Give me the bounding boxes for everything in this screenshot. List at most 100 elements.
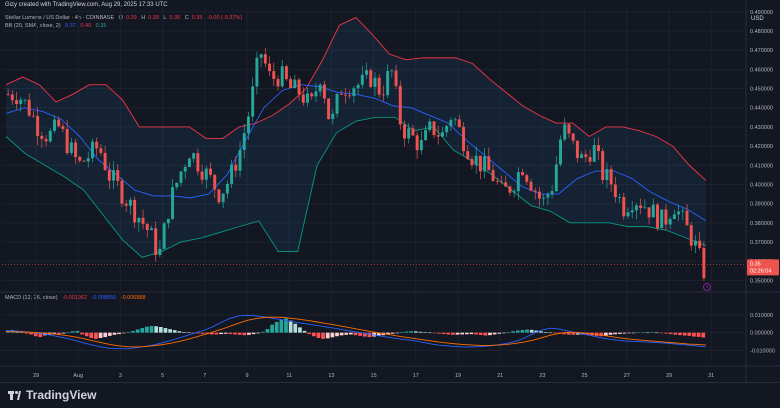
candle-body xyxy=(466,151,470,160)
macd-histogram-bar xyxy=(641,332,645,333)
macd-histogram-bar xyxy=(112,332,117,335)
x-tick-label: 13 xyxy=(328,373,334,379)
macd-histogram-bar xyxy=(506,332,511,333)
macd-histogram-bar xyxy=(223,332,228,334)
candle-body xyxy=(213,174,217,190)
bb-label[interactable]: BB (20, SMA, close, 2) xyxy=(5,23,61,29)
y-tick-label: 0.480000 xyxy=(750,29,773,35)
macd-histogram-bar xyxy=(339,332,344,336)
macd-histogram-bar xyxy=(270,324,274,333)
macd-histogram-bar xyxy=(529,329,534,333)
macd-histogram-bar xyxy=(316,332,321,338)
macd-histogram-bar xyxy=(478,332,483,335)
currency-label: USD xyxy=(751,16,764,22)
y-tick-label: 0.380000 xyxy=(750,221,773,227)
candle-body xyxy=(65,128,69,153)
macd-histogram-bar xyxy=(367,332,372,338)
macd-histogram-bar xyxy=(418,331,423,333)
candle-body xyxy=(103,152,107,170)
x-tick-label: 29 xyxy=(666,373,672,379)
candle-body xyxy=(306,93,309,103)
candle-body xyxy=(567,124,571,134)
candle-body xyxy=(19,99,23,105)
candle-body xyxy=(630,210,634,213)
candle-body xyxy=(542,197,546,199)
candle-body xyxy=(221,193,225,203)
candle-body xyxy=(626,212,630,217)
candle-body xyxy=(268,63,272,72)
macd-histogram-bar xyxy=(214,332,219,335)
candle-body xyxy=(289,79,293,88)
macd-histogram-bar xyxy=(70,331,75,333)
symbol-title[interactable]: Stellar Lumens / US Dollar · 4h · COINBA… xyxy=(5,15,115,21)
macd-histogram-bar xyxy=(543,331,548,333)
tradingview-brand[interactable]: TradingView xyxy=(8,388,96,402)
macd-histogram-bar xyxy=(497,332,502,334)
candle-body xyxy=(263,54,267,64)
candle-body xyxy=(689,225,693,246)
macd-histogram-bar xyxy=(534,330,539,333)
macd-histogram-bar xyxy=(655,332,659,334)
macd-histogram-bar xyxy=(158,326,163,333)
signal-line xyxy=(5,316,707,348)
candle-body xyxy=(436,135,440,137)
macd-histogram-bar xyxy=(237,332,242,335)
macd-histogram-bar xyxy=(172,330,177,333)
macd-histogram-bar xyxy=(117,332,121,335)
candle-body xyxy=(377,77,381,95)
macd-histogram-bar xyxy=(400,332,404,333)
macd-histogram-bar xyxy=(94,332,98,339)
macd-label[interactable]: MACD (12, 26, close) xyxy=(5,295,58,301)
candle-body xyxy=(693,240,697,246)
candle-body xyxy=(352,88,356,97)
candle-body xyxy=(69,142,73,153)
candle-body xyxy=(141,217,145,224)
candle-body xyxy=(462,126,466,152)
open-value: 0.39 xyxy=(125,15,137,21)
macd-histogram-bar xyxy=(483,332,488,336)
candle-body xyxy=(613,184,617,198)
x-tick-label: 31 xyxy=(708,373,714,379)
macd-histogram-bar xyxy=(460,332,465,335)
candle-body xyxy=(6,94,10,96)
y-tick-label: 0.430000 xyxy=(750,125,773,131)
candle-body xyxy=(137,217,141,223)
macd-histogram-bar xyxy=(604,332,608,336)
macd-histogram-bar xyxy=(140,328,145,333)
macd-histogram-bar xyxy=(256,332,261,334)
last-price-badge xyxy=(747,259,779,276)
candle-body xyxy=(209,168,212,175)
macd-histogram-bar xyxy=(571,332,576,335)
x-tick-label: 11 xyxy=(286,373,292,379)
candle-body xyxy=(373,77,377,87)
candle-body xyxy=(381,94,385,96)
candle-body xyxy=(48,130,52,142)
macd-histogram-bar xyxy=(404,331,409,333)
candle-body xyxy=(128,199,132,206)
macd-histogram-bar xyxy=(358,332,363,336)
macd-histogram-bar xyxy=(525,329,529,333)
macd-histogram-bar xyxy=(469,332,474,335)
bb-upper-value: 0.40 xyxy=(80,23,92,29)
candle-body xyxy=(533,190,537,192)
macd-histogram-bar xyxy=(61,332,66,334)
x-tick-label: 17 xyxy=(413,373,419,379)
candle-body xyxy=(343,94,347,96)
macd-histogram-bar xyxy=(613,332,617,335)
macd-line-value: -0.008850 xyxy=(91,295,117,301)
macd-histogram-bar xyxy=(131,330,135,333)
candle-body xyxy=(445,126,449,133)
macd-histogram-bar xyxy=(636,332,641,334)
x-tick-label: 15 xyxy=(371,373,377,379)
candle-body xyxy=(318,84,322,92)
y-tick-label: 0.470000 xyxy=(750,48,773,54)
macd-histogram-bar xyxy=(168,329,172,333)
macd-histogram-bar xyxy=(659,332,664,334)
macd-histogram-bar xyxy=(121,332,126,334)
macd-histogram-bar xyxy=(325,332,330,339)
footer: TradingView xyxy=(0,382,780,408)
candle-body xyxy=(356,84,360,89)
candle-body xyxy=(276,78,280,87)
macd-histogram-bar xyxy=(701,332,706,338)
